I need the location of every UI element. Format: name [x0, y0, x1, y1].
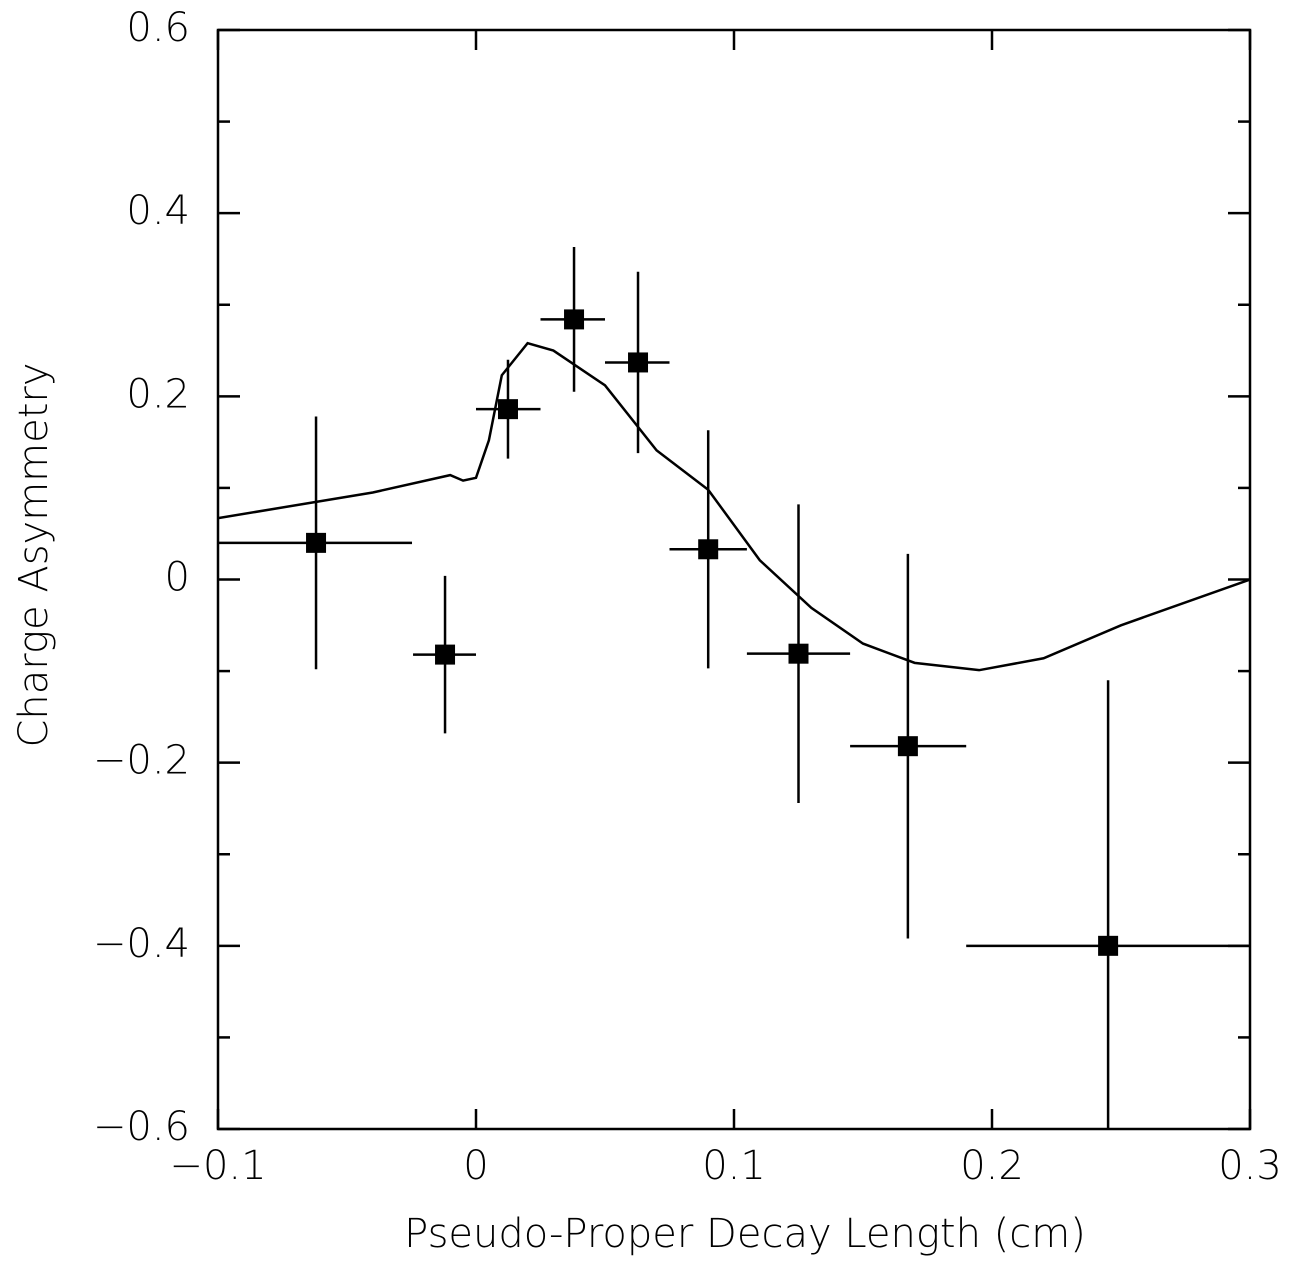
x-tick-label: −0.1 [169, 1143, 266, 1189]
x-tick-label: 0.3 [1218, 1143, 1282, 1189]
data-point [1098, 935, 1119, 956]
data-point [628, 352, 649, 373]
y-tick-label: −0.6 [93, 1104, 190, 1150]
data-point [564, 309, 585, 330]
data-point [497, 399, 518, 420]
x-tick-label: 0 [463, 1143, 488, 1189]
data-point [897, 736, 918, 757]
y-tick-label: 0.2 [126, 371, 190, 417]
x-axis-label: Pseudo-Proper Decay Length (cm) [404, 1211, 1086, 1257]
data-point [435, 644, 456, 665]
y-tick-label: 0.6 [126, 5, 190, 51]
data-point [306, 532, 327, 553]
data-point [788, 643, 809, 664]
x-tick-label: 0.2 [960, 1143, 1024, 1189]
plot-frame [216, 28, 1252, 1131]
y-tick-label: −0.4 [93, 921, 190, 967]
fit-curve [218, 341, 1250, 672]
y-tick-label: 0.4 [126, 188, 190, 234]
x-tick-label: 0.1 [702, 1143, 766, 1189]
data-point [698, 539, 719, 560]
plot-area [218, 247, 1250, 1129]
y-tick-label: −0.2 [93, 738, 190, 784]
y-tick-label: 0 [165, 555, 190, 601]
y-axis-label: Charge Asymmetry [11, 362, 57, 747]
